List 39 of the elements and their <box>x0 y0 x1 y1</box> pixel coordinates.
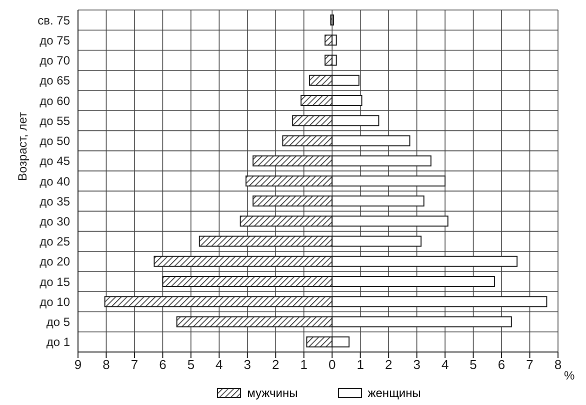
x-tick-label: 4 <box>441 357 449 372</box>
y-tick-label: до 55 <box>40 114 70 128</box>
y-tick-label: до 45 <box>40 154 70 168</box>
y-tick-label: до 50 <box>40 134 70 148</box>
x-tick-label: 4 <box>216 357 223 372</box>
y-tick-label: до 30 <box>40 214 70 228</box>
x-tick-label: 2 <box>384 357 392 372</box>
x-tick-label: 7 <box>130 357 138 372</box>
y-tick-label: св. 75 <box>38 13 70 28</box>
x-tick-label: 0 <box>328 357 336 372</box>
x-tick-label: 6 <box>498 357 506 372</box>
x-tick-label: 2 <box>272 357 280 372</box>
x-tick-label: 1 <box>356 357 364 372</box>
y-tick-label: до 10 <box>40 294 70 309</box>
y-tick-label: до 15 <box>40 274 70 289</box>
legend-label: женщины <box>368 386 421 400</box>
x-tick-label: 9 <box>74 357 82 372</box>
y-tick-label: до 35 <box>40 194 70 208</box>
y-tick-label: до 20 <box>40 254 70 269</box>
x-tick-label: 3 <box>244 357 252 372</box>
y-tick-label: до 25 <box>40 234 70 249</box>
y-tick-label: до 60 <box>40 94 70 108</box>
y-tick-label: до 5 <box>46 315 70 330</box>
x-tick-label: 7 <box>526 357 534 372</box>
x-axis-title: % <box>564 368 575 382</box>
x-tick-label: 5 <box>470 357 477 372</box>
x-tick-label: 6 <box>159 357 166 372</box>
x-tick-label: 1 <box>300 357 308 372</box>
y-tick-label: до 1 <box>46 335 70 350</box>
y-tick-label: до 70 <box>40 54 70 68</box>
y-axis-title: Возраст, лет <box>15 111 30 181</box>
x-tick-label: 8 <box>554 357 562 372</box>
x-tick-label: 3 <box>413 357 420 372</box>
x-tick-label: 8 <box>102 357 110 372</box>
y-tick-label: до 40 <box>40 174 70 188</box>
y-tick-label: до 75 <box>40 33 70 48</box>
x-tick-label: 5 <box>187 357 195 372</box>
legend-label: мужчины <box>247 386 298 400</box>
y-tick-label: до 65 <box>40 74 70 88</box>
